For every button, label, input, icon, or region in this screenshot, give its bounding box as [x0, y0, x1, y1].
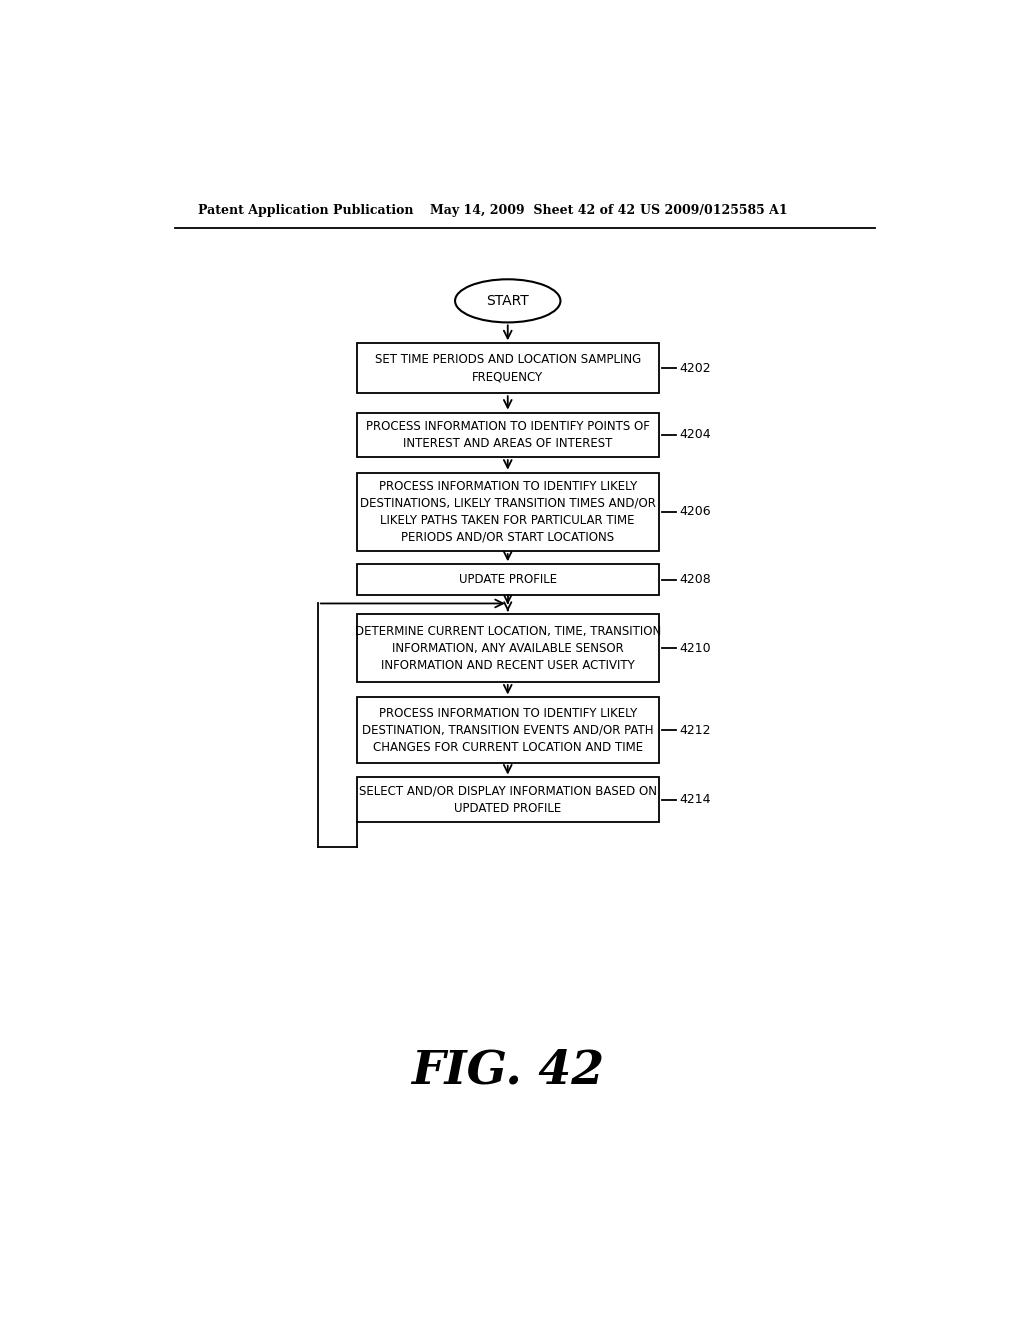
Text: START: START — [486, 294, 529, 308]
Text: PROCESS INFORMATION TO IDENTIFY POINTS OF
INTEREST AND AREAS OF INTEREST: PROCESS INFORMATION TO IDENTIFY POINTS O… — [366, 420, 649, 450]
Text: 4214: 4214 — [679, 793, 711, 807]
Text: FIG. 42: FIG. 42 — [412, 1048, 604, 1094]
Text: SELECT AND/OR DISPLAY INFORMATION BASED ON
UPDATED PROFILE: SELECT AND/OR DISPLAY INFORMATION BASED … — [358, 785, 656, 814]
Text: 4208: 4208 — [679, 573, 711, 586]
FancyBboxPatch shape — [356, 412, 658, 457]
Text: 4204: 4204 — [679, 428, 711, 441]
Text: Patent Application Publication: Patent Application Publication — [198, 205, 414, 218]
Text: May 14, 2009  Sheet 42 of 42: May 14, 2009 Sheet 42 of 42 — [430, 205, 635, 218]
Text: SET TIME PERIODS AND LOCATION SAMPLING
FREQUENCY: SET TIME PERIODS AND LOCATION SAMPLING F… — [375, 354, 641, 383]
Ellipse shape — [455, 280, 560, 322]
Text: 4206: 4206 — [679, 506, 711, 519]
Text: UPDATE PROFILE: UPDATE PROFILE — [459, 573, 557, 586]
Text: PROCESS INFORMATION TO IDENTIFY LIKELY
DESTINATION, TRANSITION EVENTS AND/OR PAT: PROCESS INFORMATION TO IDENTIFY LIKELY D… — [362, 706, 653, 754]
FancyBboxPatch shape — [356, 473, 658, 552]
FancyBboxPatch shape — [356, 697, 658, 763]
Text: 4210: 4210 — [679, 642, 711, 655]
FancyBboxPatch shape — [356, 564, 658, 595]
FancyBboxPatch shape — [356, 343, 658, 393]
FancyBboxPatch shape — [356, 614, 658, 682]
Text: US 2009/0125585 A1: US 2009/0125585 A1 — [640, 205, 787, 218]
FancyBboxPatch shape — [356, 777, 658, 822]
Text: 4202: 4202 — [679, 362, 711, 375]
Text: PROCESS INFORMATION TO IDENTIFY LIKELY
DESTINATIONS, LIKELY TRANSITION TIMES AND: PROCESS INFORMATION TO IDENTIFY LIKELY D… — [359, 480, 655, 544]
Text: DETERMINE CURRENT LOCATION, TIME, TRANSITION
INFORMATION, ANY AVAILABLE SENSOR
I: DETERMINE CURRENT LOCATION, TIME, TRANSI… — [354, 624, 660, 672]
Text: 4212: 4212 — [679, 723, 711, 737]
